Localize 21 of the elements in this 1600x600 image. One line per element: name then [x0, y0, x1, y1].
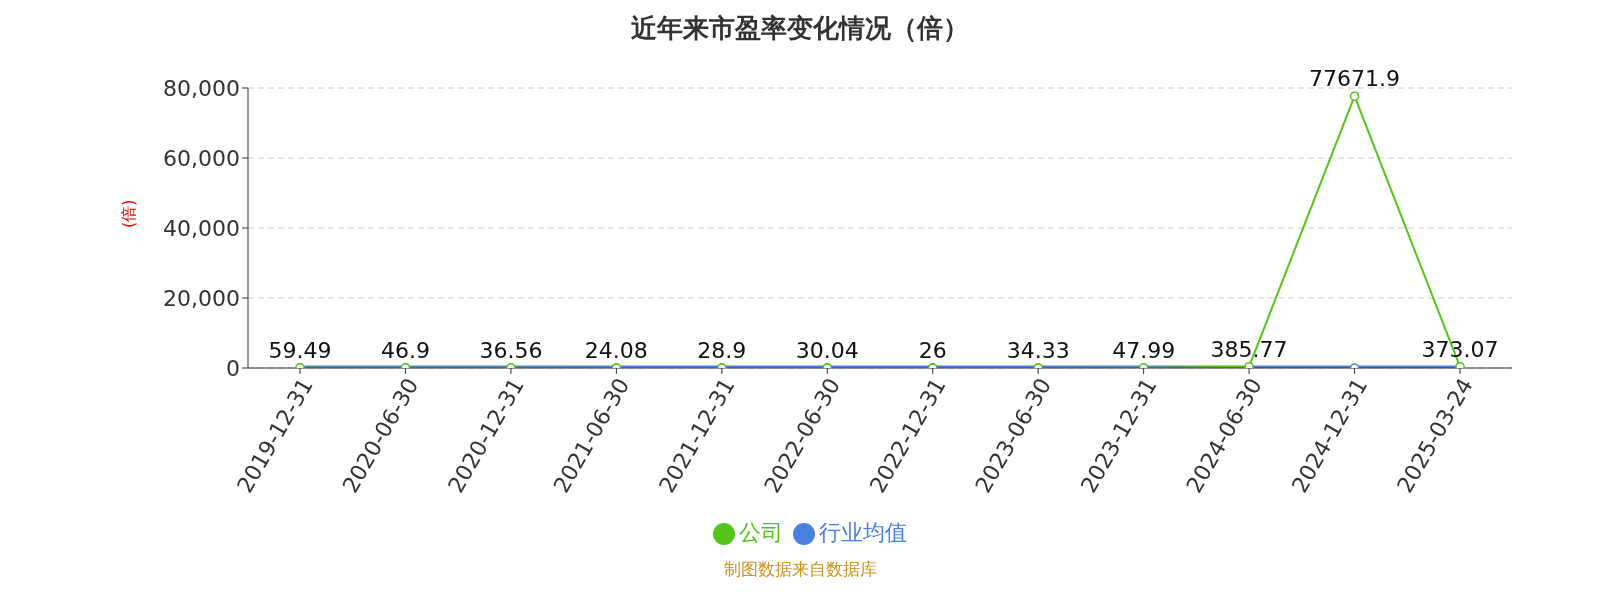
- y-tick-label: 40,000: [163, 215, 240, 241]
- legend-label: 公司: [739, 520, 783, 545]
- data-label: 77671.9: [1309, 66, 1401, 92]
- data-label: 26: [918, 337, 947, 363]
- y-tick-label: 20,000: [163, 285, 240, 311]
- y-tick-label: 0: [226, 355, 240, 381]
- y-tick-label: 60,000: [163, 145, 240, 171]
- y-tick-label: 80,000: [163, 75, 240, 101]
- data-label: 59.49: [268, 337, 332, 363]
- y-axis-title: (倍): [118, 199, 138, 228]
- data-label: 34.33: [1006, 337, 1070, 363]
- text: 制图数据来自数据库: [722, 558, 878, 581]
- data-label: 47.99: [1112, 337, 1176, 363]
- data-label: 24.08: [584, 337, 648, 363]
- data-label: 36.56: [479, 337, 543, 363]
- point: [1349, 91, 1360, 101]
- chart-title: 近年来市盈率变化情况（倍）: [630, 12, 970, 45]
- data-label: 46.9: [380, 337, 430, 363]
- legend-label: 行业均值: [819, 520, 907, 545]
- data-label: 30.04: [795, 337, 859, 363]
- data-label: 28.9: [697, 337, 747, 363]
